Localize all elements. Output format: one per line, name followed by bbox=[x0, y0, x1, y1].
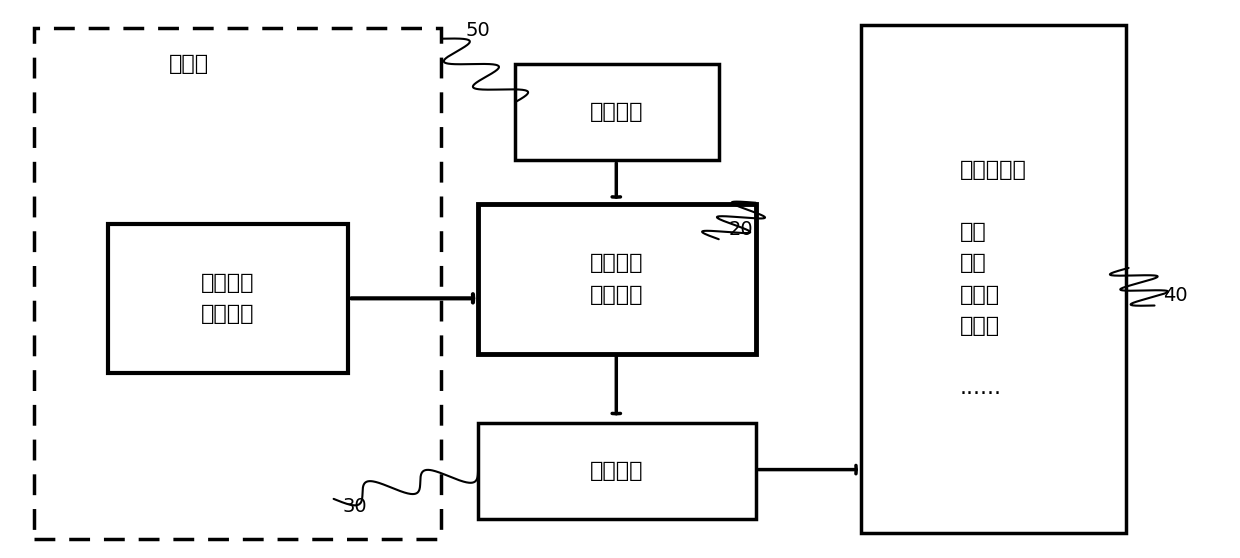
FancyBboxPatch shape bbox=[515, 64, 719, 160]
FancyBboxPatch shape bbox=[479, 204, 756, 354]
Text: 供电模块: 供电模块 bbox=[590, 102, 644, 122]
Text: 汽车中控
触控面板: 汽车中控 触控面板 bbox=[590, 253, 644, 305]
Text: 指纹识别
检测模块: 指纹识别 检测模块 bbox=[201, 273, 254, 324]
FancyBboxPatch shape bbox=[33, 28, 441, 538]
Text: 方向盘: 方向盘 bbox=[169, 54, 208, 74]
FancyBboxPatch shape bbox=[479, 422, 756, 519]
Text: 50: 50 bbox=[466, 21, 490, 40]
FancyBboxPatch shape bbox=[108, 224, 348, 373]
Text: 控制对象：

空调
座椅
后视镜
方向盘

......: 控制对象： 空调 座椅 后视镜 方向盘 ...... bbox=[960, 160, 1027, 398]
Text: 40: 40 bbox=[1163, 286, 1188, 305]
Text: 30: 30 bbox=[342, 497, 367, 516]
Text: 控制模块: 控制模块 bbox=[590, 461, 644, 481]
FancyBboxPatch shape bbox=[861, 25, 1126, 533]
Text: 20: 20 bbox=[729, 220, 753, 239]
